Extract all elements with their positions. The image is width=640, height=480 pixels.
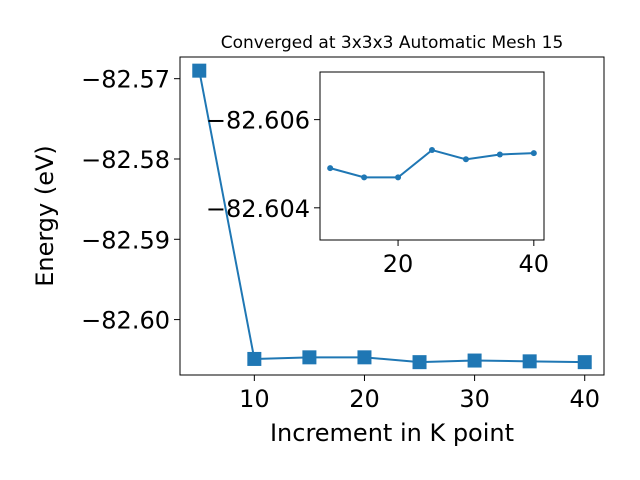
inset-data-point <box>429 147 435 154</box>
inset-x-tick-label: 40 <box>519 250 550 278</box>
main-data-point <box>522 354 537 369</box>
main-y-tick-label: −82.57 <box>81 66 170 94</box>
inset-x-tick-label: 20 <box>383 250 414 278</box>
main-data-point <box>467 353 482 368</box>
main-data-point <box>247 351 262 366</box>
inset-x-axis: 20 40 <box>383 240 549 278</box>
inset-data-point <box>361 174 368 181</box>
y-axis-title: Energy (eV) <box>31 145 59 287</box>
main-data-point <box>412 355 427 370</box>
main-series-markers <box>192 63 592 370</box>
main-y-tick-label: −82.59 <box>81 226 170 254</box>
inset-y-tick-label: −82.604 <box>206 195 310 223</box>
main-data-point <box>357 350 372 365</box>
main-y-axis: −82.57 −82.58 −82.59 −82.60 <box>81 66 180 335</box>
inset-data-point <box>462 156 469 163</box>
inset-data-point <box>496 151 503 158</box>
inset-data-point <box>395 174 402 181</box>
inset-plot-area: 20 40 −82.606−82.604 <box>206 71 549 278</box>
main-x-tick-label: 10 <box>239 385 270 413</box>
main-x-tick-label: 40 <box>569 385 600 413</box>
main-data-point <box>302 350 317 365</box>
inset-series-markers <box>327 147 537 181</box>
main-series-line <box>198 70 585 364</box>
main-data-point <box>192 63 207 78</box>
inset-y-tick-label: −82.606 <box>206 107 310 135</box>
main-x-tick-label: 20 <box>349 385 380 413</box>
main-axes-frame <box>179 56 605 376</box>
main-data-point <box>577 355 592 370</box>
chart-title: Converged at 3x3x3 Automatic Mesh 15 <box>221 33 564 53</box>
main-x-tick-label: 30 <box>459 385 490 413</box>
main-x-axis: 10 20 30 40 <box>239 375 600 413</box>
main-y-tick-label: −82.60 <box>81 307 170 335</box>
inset-data-point <box>530 150 537 157</box>
x-axis-title: Increment in K point <box>270 419 514 447</box>
inset-data-point <box>327 165 334 172</box>
inset-y-axis: −82.606 −82.604 <box>206 107 320 223</box>
main-plot-area: 10 20 30 40 −82.57 −82.58 −82.59 −82.60 <box>81 56 605 413</box>
inset-axes-frame <box>319 71 545 241</box>
main-y-tick-label: −82.58 <box>81 146 170 174</box>
